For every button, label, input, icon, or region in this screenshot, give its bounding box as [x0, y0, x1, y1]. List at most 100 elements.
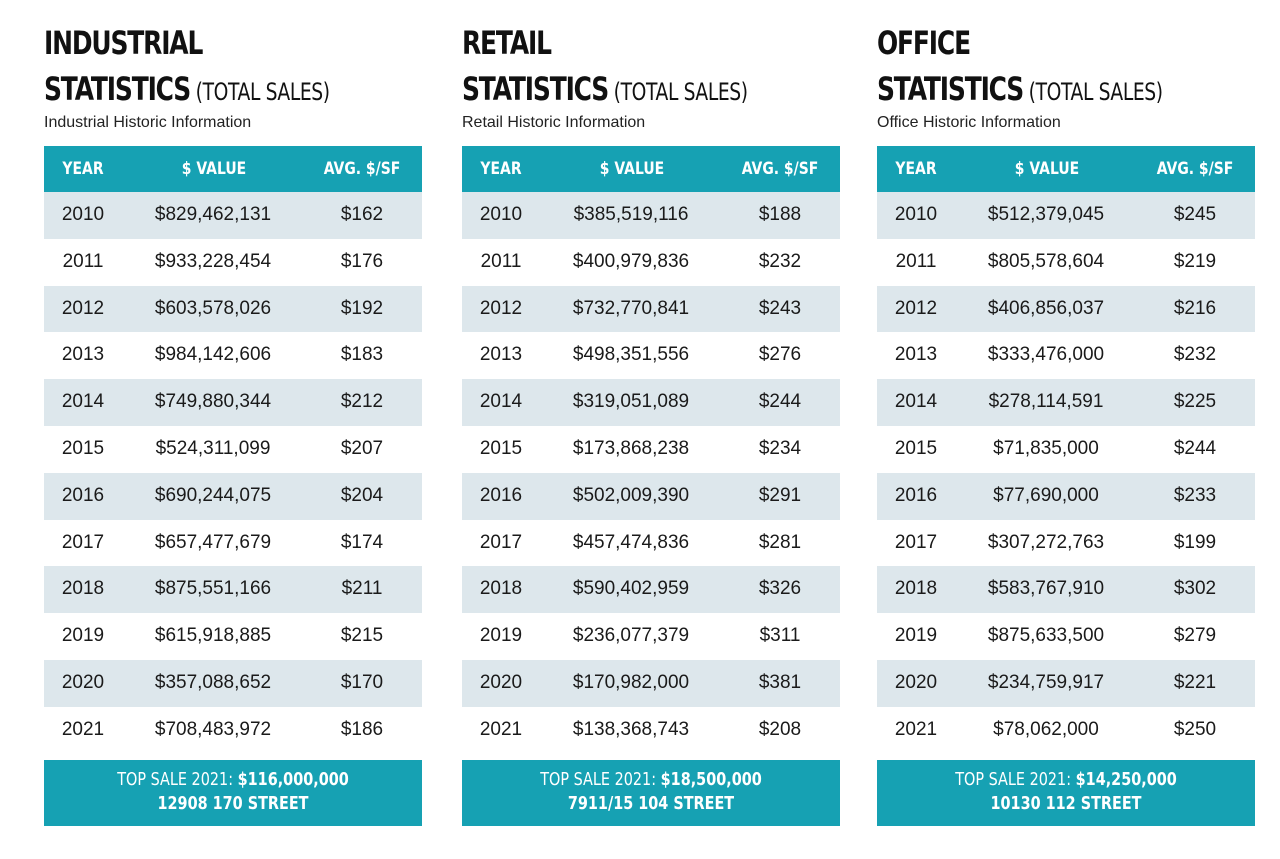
- cell-year: 2013: [61, 344, 105, 366]
- cell-value: $590,402,959: [572, 578, 690, 600]
- cell-year: 2012: [479, 297, 523, 319]
- cell-avg: $174: [340, 531, 384, 553]
- cell-year: 2020: [479, 671, 523, 693]
- cell-value: $512,379,045: [987, 204, 1105, 225]
- cell-value: $657,477,679: [154, 531, 272, 553]
- cell-year: 2020: [61, 671, 105, 693]
- cell-year: 2013: [894, 344, 938, 366]
- cell-value: $234,759,917: [987, 671, 1105, 693]
- table-header: YEAR $ VALUE AVG. $/SF: [462, 146, 840, 192]
- table-row: 2019 $615,918,885 $215: [44, 613, 422, 660]
- table-row: 2021 $78,062,000 $250: [877, 707, 1255, 754]
- table-row: 2011 $400,979,836 $232: [462, 239, 840, 286]
- cell-avg: $281: [758, 531, 802, 553]
- table-row: 2018 $590,402,959 $326: [462, 566, 840, 614]
- cell-value: $603,578,026: [154, 297, 272, 319]
- cell-value: $78,062,000: [993, 718, 1099, 740]
- top-sale-amount: $14,250,000: [1075, 769, 1177, 790]
- cell-year: 2016: [61, 484, 105, 506]
- column-header-year: YEAR: [895, 159, 937, 179]
- cell-year: 2018: [894, 578, 938, 600]
- cell-avg: $211: [341, 578, 383, 600]
- cell-year: 2010: [479, 204, 523, 225]
- cell-year: 2017: [61, 531, 105, 553]
- cell-year: 2015: [61, 437, 105, 459]
- top-sale-address: 7911/15 104 STREET: [567, 793, 735, 814]
- cell-avg: $250: [1173, 718, 1217, 740]
- cell-value: $333,476,000: [987, 344, 1105, 366]
- table-row: 2021 $708,483,972 $186: [44, 707, 422, 754]
- cell-year: 2017: [479, 531, 523, 553]
- cell-value: $138,368,743: [572, 718, 690, 740]
- table-row: 2019 $875,633,500 $279: [877, 613, 1255, 660]
- table-header: YEAR $ VALUE AVG. $/SF: [877, 146, 1255, 192]
- table-header: YEAR $ VALUE AVG. $/SF: [44, 146, 422, 192]
- cell-avg: $216: [1173, 297, 1217, 319]
- column-header-avg: AVG. $/SF: [323, 159, 401, 179]
- table-row: 2012 $732,770,841 $243: [462, 285, 840, 333]
- table-row: 2015 $524,311,099 $207: [44, 426, 422, 473]
- cell-value: $385,519,116: [573, 204, 689, 225]
- cell-avg: $219: [1173, 250, 1217, 272]
- top-sale-box: TOP SALE 2021: $116,000,000 12908 170 ST…: [44, 760, 422, 826]
- cell-year: 2019: [479, 625, 523, 647]
- table-row: 2013 $333,476,000 $232: [877, 332, 1255, 379]
- panel-title-suffix: (TOTAL SALES): [1023, 78, 1163, 106]
- table-row: 2013 $984,142,606 $183: [44, 332, 422, 379]
- top-sale-address: 12908 170 STREET: [157, 793, 309, 814]
- panel-title-line2: STATISTICS (TOTAL SALES): [462, 70, 748, 108]
- cell-year: 2015: [894, 437, 938, 459]
- cell-avg: $291: [758, 484, 802, 506]
- cell-value: $71,835,000: [993, 437, 1099, 459]
- cell-avg: $199: [1173, 531, 1217, 553]
- cell-value: $307,272,763: [987, 531, 1105, 553]
- cell-avg: $302: [1173, 578, 1217, 600]
- cell-avg: $234: [758, 437, 802, 459]
- cell-value: $749,880,344: [154, 391, 272, 413]
- cell-avg: $279: [1173, 625, 1217, 647]
- cell-avg: $326: [758, 578, 802, 600]
- table-row: 2021 $138,368,743 $208: [462, 707, 840, 754]
- table-row: 2014 $749,880,344 $212: [44, 379, 422, 426]
- cell-avg: $221: [1173, 671, 1217, 693]
- table-row: 2020 $357,088,652 $170: [44, 659, 422, 707]
- cell-value: $933,228,454: [154, 250, 272, 272]
- column-header-value: $ VALUE: [599, 159, 665, 179]
- table-row: 2018 $583,767,910 $302: [877, 566, 1255, 614]
- table-row: 2016 $502,009,390 $291: [462, 472, 840, 520]
- panel-subtitle: Office Historic Information: [877, 114, 1061, 131]
- top-sale-line: TOP SALE 2021: $14,250,000: [915, 768, 1217, 792]
- cell-avg: $183: [340, 344, 384, 366]
- cell-value: $875,551,166: [154, 578, 272, 600]
- table-row: 2020 $234,759,917 $221: [877, 659, 1255, 707]
- cell-avg: $232: [758, 250, 802, 272]
- table-body: 2010 $829,462,131 $162 2011 $933,228,454 $176…: [44, 192, 422, 754]
- cell-value: $77,690,000: [993, 484, 1099, 506]
- cell-avg: $192: [340, 297, 384, 319]
- cell-value: $732,770,841: [572, 297, 690, 319]
- top-sale-amount: $116,000,000: [237, 769, 349, 790]
- cell-value: $170,982,000: [572, 671, 690, 693]
- table-row: 2016 $690,244,075 $204: [44, 472, 422, 520]
- cell-year: 2018: [61, 578, 105, 600]
- cell-year: 2017: [894, 531, 938, 553]
- cell-year: 2019: [894, 625, 938, 647]
- top-sale-label: TOP SALE 2021:: [540, 769, 661, 790]
- cell-value: $278,114,591: [988, 391, 1104, 413]
- cell-avg: $208: [758, 718, 802, 740]
- cell-year: 2021: [61, 718, 105, 740]
- panel-title: RETAIL: [462, 24, 552, 62]
- cell-avg: $244: [1173, 437, 1217, 459]
- top-sale-amount: $18,500,000: [660, 769, 762, 790]
- cell-avg: $204: [340, 484, 384, 506]
- column-header-year: YEAR: [480, 159, 522, 179]
- cell-value: $319,051,089: [572, 391, 690, 413]
- table-row: 2012 $406,856,037 $216: [877, 285, 1255, 333]
- column-header-value: $ VALUE: [181, 159, 247, 179]
- cell-avg: $225: [1173, 391, 1217, 413]
- cell-year: 2013: [479, 344, 523, 366]
- cell-year: 2014: [61, 391, 105, 413]
- cell-year: 2019: [61, 625, 105, 647]
- cell-year: 2011: [480, 250, 522, 272]
- cell-avg: $244: [758, 391, 802, 413]
